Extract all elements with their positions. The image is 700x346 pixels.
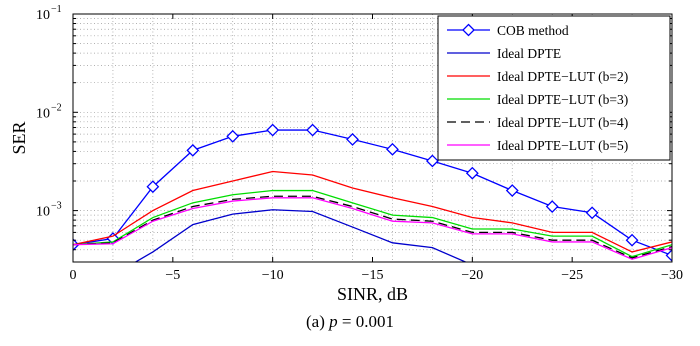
legend-marker xyxy=(462,23,475,37)
data-point xyxy=(625,233,639,247)
legend-label: COB method xyxy=(497,23,569,38)
figure-caption: (a) p = 0.001 xyxy=(0,312,700,332)
series-line-2 xyxy=(73,170,672,253)
x-tick-label: −20 xyxy=(461,268,483,283)
legend-label: Ideal DPTE−LUT (b=4) xyxy=(497,115,628,130)
legend: COB method Ideal DPTE Ideal DPTE−LUT (b=2)… xyxy=(437,15,671,161)
data-point xyxy=(346,132,359,146)
series-layer xyxy=(73,123,672,262)
x-tick-label: −10 xyxy=(262,268,284,283)
series-line-3 xyxy=(73,189,672,258)
series-line-1 xyxy=(134,209,468,262)
y-tick-label: 10 xyxy=(36,205,50,220)
legend-box xyxy=(437,15,671,161)
caption-prefix: (a) xyxy=(306,312,330,331)
data-point xyxy=(545,200,559,213)
data-point xyxy=(505,184,519,197)
y-tick-exponent: −1 xyxy=(51,4,62,15)
y-tick-label: 10 xyxy=(36,8,50,23)
data-point xyxy=(665,248,672,262)
y-tick-label: 10 xyxy=(36,106,50,121)
y-axis-label: SER xyxy=(9,121,29,154)
x-tick-label: −5 xyxy=(165,268,180,283)
caption-symbol: p xyxy=(329,312,338,331)
data-point xyxy=(585,206,599,220)
legend-label: Ideal DPTE−LUT (b=3) xyxy=(497,92,628,107)
y-tick-exponent: −3 xyxy=(51,201,62,212)
data-point xyxy=(146,180,160,194)
x-tick-label: 0 xyxy=(70,268,77,283)
x-tick-label: −25 xyxy=(561,268,583,283)
data-point xyxy=(425,154,439,168)
series-line-5 xyxy=(73,197,672,260)
legend-label: Ideal DPTE xyxy=(497,46,561,61)
y-tick-exponent: −2 xyxy=(51,102,62,113)
data-point xyxy=(266,123,280,137)
data-point xyxy=(306,123,320,137)
legend-label: Ideal DPTE−LUT (b=5) xyxy=(497,138,628,153)
x-tick-label: −15 xyxy=(362,268,384,283)
data-point xyxy=(186,143,200,157)
data-point xyxy=(465,166,479,180)
series-line-4 xyxy=(73,195,672,259)
series-line-0 xyxy=(73,129,672,257)
data-point xyxy=(226,129,240,143)
legend-label: Ideal DPTE−LUT (b=2) xyxy=(497,69,628,84)
x-axis-label: SINR, dB xyxy=(337,284,408,304)
data-point xyxy=(386,142,399,156)
x-tick-label: −30 xyxy=(661,268,683,283)
caption-value: = 0.001 xyxy=(337,312,394,331)
